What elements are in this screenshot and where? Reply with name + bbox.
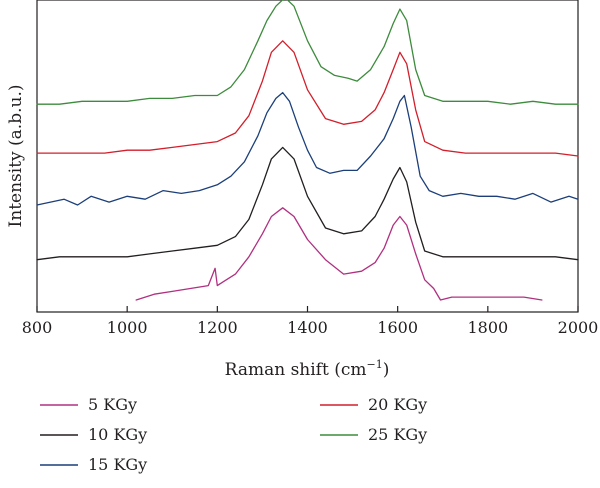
x-tick-label: 1400 [287,318,328,337]
x-tick-label: 1200 [197,318,238,337]
legend-label-20-kgy: 20 KGy [368,395,427,414]
series-line-5-kgy [135,207,543,301]
x-axis-label-main: Raman shift (cm [225,360,367,380]
series-line-25-kgy [36,0,579,105]
x-axis-ticks: 800 1000 1200 1400 1600 1800 2000 [22,306,599,337]
legend-label-10-kgy: 10 KGy [88,425,147,444]
x-tick-label: 800 [22,318,53,337]
x-axis-label-exponent: −1 [366,358,382,371]
legend: 5 KGy 10 KGy 15 KGy 20 KGy 25 KGy [40,395,427,474]
plot-area: 800 1000 1200 1400 1600 1800 2000 [22,0,599,337]
x-axis-label: Raman shift (cm−1) [225,358,390,380]
x-tick-label: 1600 [377,318,418,337]
plot-frame [36,0,579,313]
series-line-15-kgy [36,91,579,206]
series-group [36,0,579,301]
y-axis-label: Intensity (a.b.u.) [6,85,26,228]
x-tick-label: 1800 [467,318,508,337]
legend-label-5-kgy: 5 KGy [88,395,137,414]
legend-label-15-kgy: 15 KGy [88,455,147,474]
x-tick-label: 1000 [107,318,148,337]
series-line-10-kgy [36,146,579,261]
x-axis-label-suffix: ) [383,360,390,380]
series-line-20-kgy [36,40,579,157]
legend-label-25-kgy: 25 KGy [368,425,427,444]
x-tick-label: 2000 [558,318,599,337]
